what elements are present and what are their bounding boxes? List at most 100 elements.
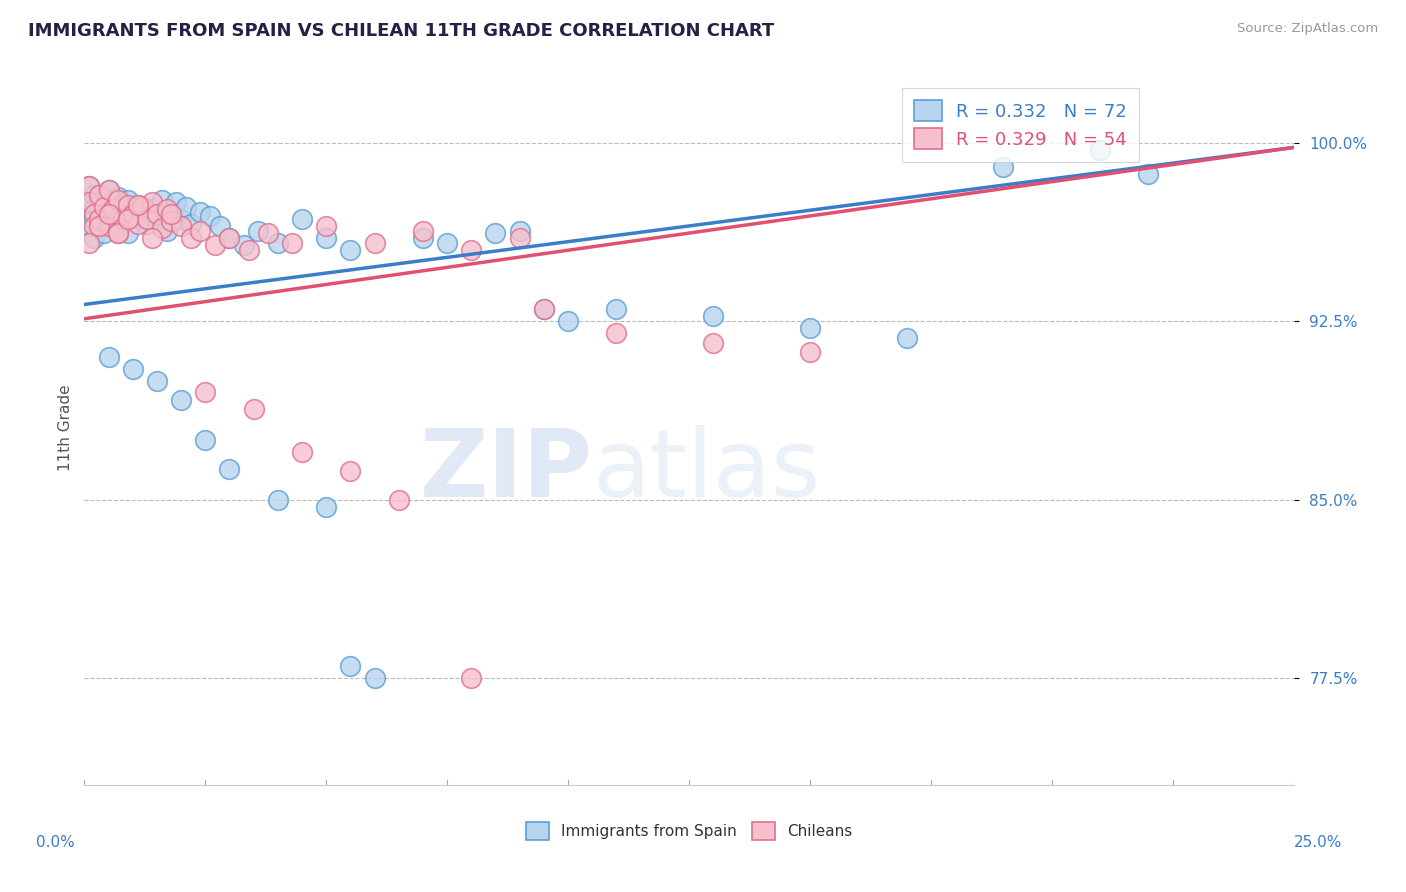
Point <box>87 219 110 233</box>
Point <box>460 671 482 685</box>
Point <box>107 226 129 240</box>
Point <box>702 310 724 324</box>
Point <box>460 243 482 257</box>
Point <box>121 200 143 214</box>
Point <box>412 224 434 238</box>
Point <box>117 211 139 226</box>
Point <box>117 226 139 240</box>
Point <box>533 302 555 317</box>
Point <box>160 214 183 228</box>
Point <box>97 207 120 221</box>
Point <box>218 461 240 475</box>
Point <box>208 219 231 233</box>
Point <box>87 188 110 202</box>
Point <box>218 231 240 245</box>
Point <box>97 350 120 364</box>
Point <box>121 361 143 376</box>
Point <box>83 202 105 217</box>
Point <box>180 217 202 231</box>
Point <box>363 235 385 250</box>
Legend: Immigrants from Spain, Chileans: Immigrants from Spain, Chileans <box>516 813 862 848</box>
Text: IMMIGRANTS FROM SPAIN VS CHILEAN 11TH GRADE CORRELATION CHART: IMMIGRANTS FROM SPAIN VS CHILEAN 11TH GR… <box>28 22 775 40</box>
Point <box>233 238 256 252</box>
Point <box>605 326 627 340</box>
Point <box>77 178 100 193</box>
Point <box>509 231 531 245</box>
Point <box>247 224 270 238</box>
Point <box>146 207 169 221</box>
Point <box>107 221 129 235</box>
Point <box>131 200 153 214</box>
Point <box>291 445 314 459</box>
Point <box>388 492 411 507</box>
Text: Source: ZipAtlas.com: Source: ZipAtlas.com <box>1237 22 1378 36</box>
Point <box>127 217 149 231</box>
Point <box>83 219 105 233</box>
Point <box>315 231 337 245</box>
Point <box>127 197 149 211</box>
Point <box>315 219 337 233</box>
Point <box>87 211 110 226</box>
Point <box>87 219 110 233</box>
Point <box>107 193 129 207</box>
Point <box>339 464 361 478</box>
Point <box>170 392 193 407</box>
Point <box>146 211 169 226</box>
Point <box>155 224 177 238</box>
Point <box>194 433 217 447</box>
Point <box>150 221 173 235</box>
Text: ZIP: ZIP <box>419 425 592 517</box>
Point <box>112 211 135 226</box>
Point <box>131 207 153 221</box>
Point <box>339 659 361 673</box>
Point <box>267 235 290 250</box>
Point <box>83 188 105 202</box>
Point <box>150 193 173 207</box>
Point <box>121 207 143 221</box>
Point <box>412 231 434 245</box>
Point <box>557 314 579 328</box>
Text: atlas: atlas <box>592 425 821 517</box>
Point <box>180 231 202 245</box>
Point <box>136 211 159 226</box>
Point <box>77 219 100 233</box>
Point <box>97 183 120 197</box>
Point <box>291 211 314 226</box>
Point <box>170 219 193 233</box>
Point <box>77 195 100 210</box>
Text: 25.0%: 25.0% <box>1294 835 1341 850</box>
Point <box>77 195 100 210</box>
Point <box>509 224 531 238</box>
Point <box>112 214 135 228</box>
Point <box>281 235 304 250</box>
Point <box>117 197 139 211</box>
Point <box>97 214 120 228</box>
Point <box>257 226 280 240</box>
Point <box>896 331 918 345</box>
Point <box>194 385 217 400</box>
Point <box>484 226 506 240</box>
Point <box>83 211 105 226</box>
Text: 0.0%: 0.0% <box>37 835 75 850</box>
Point <box>107 226 129 240</box>
Point <box>363 671 385 685</box>
Point <box>436 235 458 250</box>
Point <box>83 231 105 245</box>
Point <box>136 217 159 231</box>
Point <box>1088 143 1111 157</box>
Point <box>155 202 177 217</box>
Point <box>121 210 143 224</box>
Point <box>127 197 149 211</box>
Point <box>141 195 163 210</box>
Point <box>77 207 100 221</box>
Point <box>141 202 163 217</box>
Point <box>605 302 627 317</box>
Point <box>87 195 110 210</box>
Point <box>112 204 135 219</box>
Point <box>533 302 555 317</box>
Point <box>93 200 115 214</box>
Point <box>93 188 115 202</box>
Y-axis label: 11th Grade: 11th Grade <box>58 384 73 472</box>
Point <box>97 183 120 197</box>
Point <box>103 210 125 224</box>
